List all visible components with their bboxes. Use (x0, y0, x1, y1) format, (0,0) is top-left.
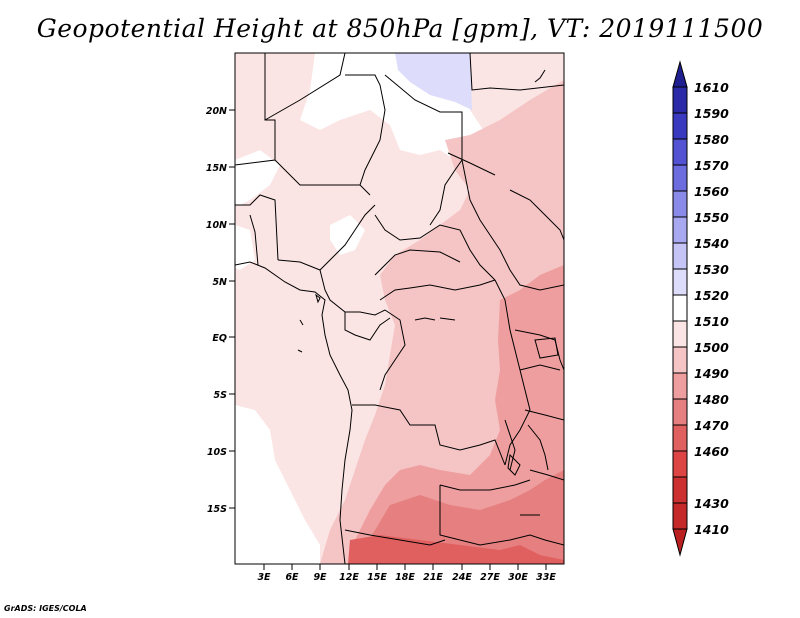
field-1460 (348, 535, 564, 564)
colorbar-box-1490 (672, 346, 688, 374)
map-frame (234, 52, 565, 565)
lon-label-24e: 24E (452, 572, 472, 583)
lon-label-21e: 21E (423, 572, 443, 583)
map-title: Geopotential Height at 850hPa [gpm], VT:… (36, 14, 764, 43)
lon-label-9e: 9E (313, 572, 327, 583)
colorbar-box-1500 (672, 320, 688, 348)
lon-label-27e: 27E (480, 572, 500, 583)
colorbar-box-1540 (672, 216, 688, 244)
field-1510-coast (330, 215, 365, 255)
cb-label-1430: 1430 (694, 496, 729, 511)
cb-label-1560: 1560 (694, 184, 729, 199)
lon-label-12e: 12E (339, 572, 359, 583)
cb-label-1410: 1410 (694, 522, 729, 537)
colorbar-box-1520 (672, 268, 688, 296)
cb-label-1480: 1480 (694, 392, 729, 407)
country-borders (235, 53, 564, 564)
field-1480 (350, 265, 564, 564)
colorbar (672, 60, 688, 557)
colorbar-box-1430 (672, 450, 688, 478)
cb-label-1610: 1610 (694, 80, 729, 95)
cb-label-1530: 1530 (694, 262, 729, 277)
lat-label-5n: 5N (212, 277, 227, 288)
cb-label-1520: 1520 (694, 288, 729, 303)
field-1510-southwest (235, 405, 320, 564)
cb-label-1540: 1540 (694, 236, 729, 251)
colorbar-box-1410 (672, 476, 688, 504)
lon-label-3e: 3E (257, 572, 271, 583)
colorbar-bottom-cap (672, 528, 688, 557)
lat-label-10n: 10N (206, 220, 227, 231)
cb-label-1500: 1500 (694, 340, 729, 355)
colorbar-top-cap (672, 60, 688, 88)
colorbar-box-below (672, 502, 688, 530)
colorbar-box-1460 (672, 424, 688, 452)
colorbar-labels: 1610 1590 1580 1570 1560 1550 1540 1530 … (694, 80, 729, 537)
lat-label-15s: 15S (207, 504, 227, 515)
cb-label-1570: 1570 (694, 158, 729, 173)
lon-label-18e: 18E (395, 572, 415, 583)
lon-label-33e: 33E (536, 572, 556, 583)
field-1510-west (235, 225, 255, 270)
cb-label-1490: 1490 (694, 366, 729, 381)
lat-label-15n: 15N (206, 163, 227, 174)
lat-label-20n: 20N (206, 106, 227, 117)
colorbar-box-1590 (672, 86, 688, 114)
lat-label-5s: 5S (214, 390, 228, 401)
colorbar-box-1470 (672, 398, 688, 426)
cb-label-1510: 1510 (694, 314, 729, 329)
colorbar-box-1510 (672, 294, 688, 322)
colorbar-box-1560 (672, 164, 688, 192)
lat-label-10s: 10S (207, 447, 227, 458)
colorbar-box-1580 (672, 112, 688, 140)
colorbar-box-1480 (672, 372, 688, 400)
latitude-axis: 20N 15N 10N 5N EQ 5S 10S 15S (206, 106, 235, 515)
lon-label-30e: 30E (508, 572, 528, 583)
coastline-west (235, 261, 353, 564)
longitude-axis: 3E 6E 9E 12E 15E 18E 21E 24E 27E 30E 33E (257, 564, 556, 583)
colorbar-box-1570 (672, 138, 688, 166)
lon-label-6e: 6E (285, 572, 299, 583)
cb-label-1550: 1550 (694, 210, 729, 225)
colorbar-box-1550 (672, 190, 688, 218)
contour-fill-layer (235, 53, 564, 564)
lat-label-eq: EQ (212, 333, 227, 344)
cb-label-1580: 1580 (694, 132, 729, 147)
grads-credit: GrADS: IGES/COLA (4, 604, 87, 613)
colorbar-box-1530 (672, 242, 688, 270)
cb-label-1460: 1460 (694, 444, 729, 459)
lon-label-15e: 15E (367, 572, 387, 583)
field-1520 (395, 53, 472, 110)
cb-label-1590: 1590 (694, 106, 729, 121)
cb-label-1470: 1470 (694, 418, 729, 433)
